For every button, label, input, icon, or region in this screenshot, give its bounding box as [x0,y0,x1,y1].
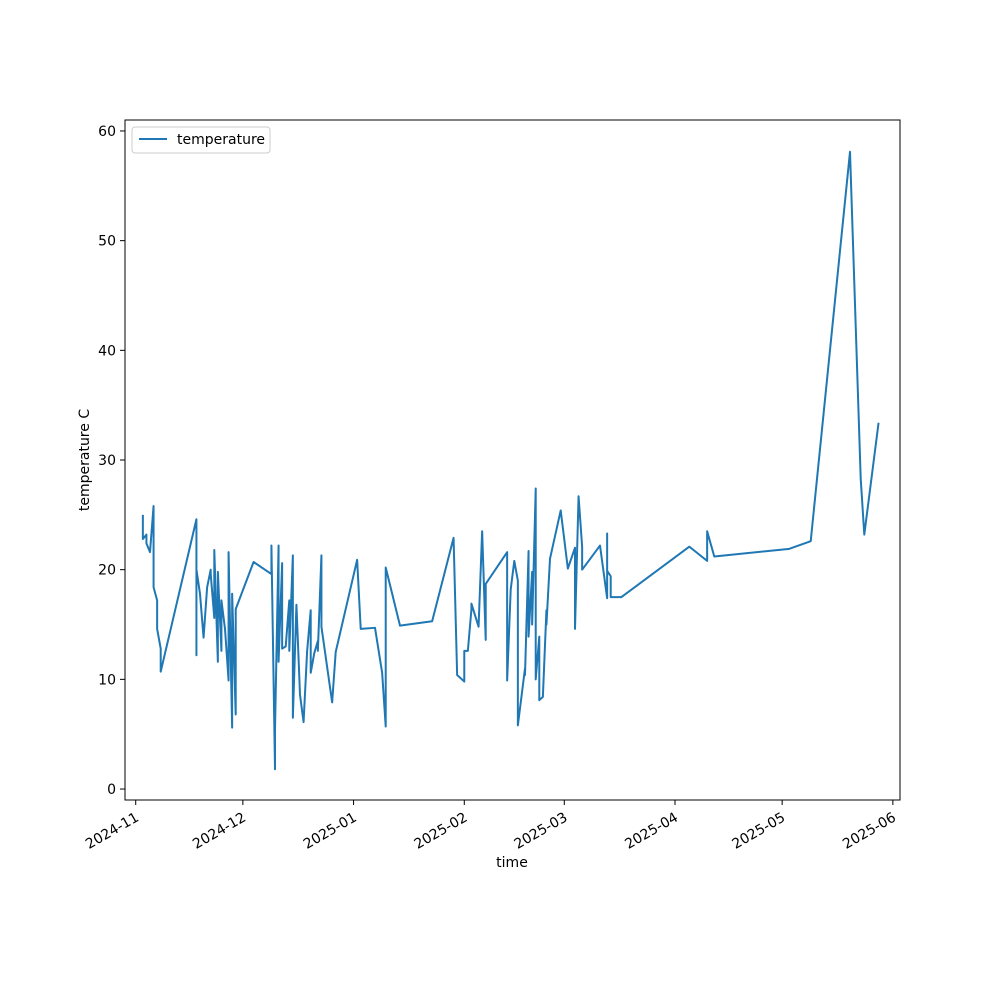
plot-area [125,120,900,800]
legend-box [131,126,271,154]
y-tick-label: 30 [98,453,116,469]
y-axis-ticks: 0 10 20 30 40 50 60 [98,124,125,798]
y-tick-label: 60 [98,124,116,140]
y-tick-label: 10 [98,672,116,688]
y-tick-label: 40 [98,343,116,359]
legend: temperature [131,126,271,154]
x-axis-label: time [496,855,528,871]
y-tick-label: 20 [98,563,116,579]
data-layer [141,150,880,771]
y-axis-label: temperature C [77,409,93,511]
y-tick-label: 0 [107,782,116,798]
y-tick-label: 50 [98,234,116,250]
series-line-temperature [141,150,880,771]
legend-label-temperature: temperature [177,132,265,148]
